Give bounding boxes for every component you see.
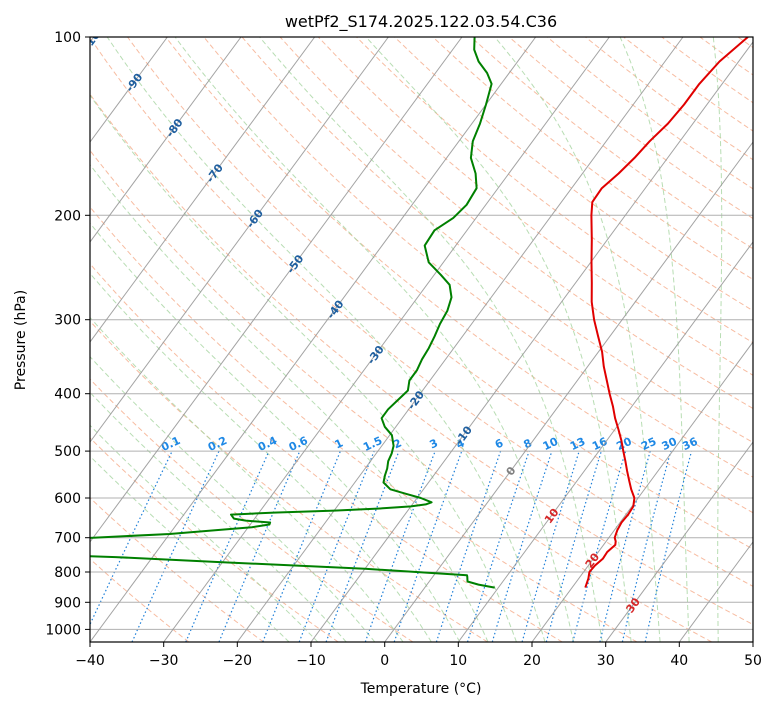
isotherm-line	[384, 141, 753, 642]
moist-adiabat-line	[365, 37, 632, 642]
dry-adiabat-line	[394, 37, 753, 312]
mixing-ratio-line	[185, 450, 270, 642]
y-tick-label: 300	[54, 313, 81, 329]
moist-adiabat-line	[90, 356, 376, 642]
x-tick-label: 50	[744, 653, 762, 669]
mixing-ratio-line	[599, 450, 651, 642]
y-tick-label: 400	[54, 387, 81, 403]
isotherm-line	[457, 241, 753, 642]
isotherm-line	[90, 37, 168, 143]
x-tick-label: 30	[597, 653, 615, 669]
moist-adiabat-line	[90, 455, 290, 642]
y-tick-label: 100	[54, 30, 81, 46]
dewpoint-profile-line	[90, 37, 495, 589]
mixing-ratio-label: 36	[680, 435, 700, 453]
dry-adiabat-line	[90, 93, 753, 626]
moist-adiabats	[90, 37, 723, 642]
dry-adiabat-line	[165, 37, 753, 514]
x-tick-label: 10	[449, 653, 467, 669]
y-tick-label: 600	[54, 491, 81, 507]
mixing-ratio-line	[325, 450, 400, 642]
mixing-ratio-label: 10	[541, 435, 561, 453]
moist-adiabat-line	[90, 316, 404, 642]
x-axis-label: Temperature (°C)	[360, 681, 482, 697]
isotherm-line	[90, 37, 242, 243]
chart-title: wetPf2_S174.2025.122.03.54.C36	[285, 12, 557, 32]
dry-adiabat-line	[90, 558, 190, 642]
mixing-ratio-line	[298, 450, 375, 642]
mixing-ratio-line	[621, 450, 672, 642]
isotherm-line	[163, 37, 610, 642]
mixing-ratio-label: 13	[568, 435, 587, 453]
moist-adiabat-line	[712, 37, 723, 642]
moist-adiabat-line	[90, 424, 319, 642]
mixing-ratio-label: 16	[590, 435, 610, 453]
mixing-ratio-line	[364, 450, 436, 642]
mixing-ratio-label: 25	[639, 435, 658, 453]
profile-series	[90, 37, 749, 589]
mixing-ratio-line	[521, 450, 580, 642]
isotherm-label: 40	[664, 640, 684, 660]
mixing-ratio-line	[491, 450, 553, 642]
x-tick-label: 20	[523, 653, 541, 669]
moist-adiabat-line	[90, 272, 432, 642]
x-tick-label: −30	[149, 653, 179, 669]
x-tick-label: 40	[670, 653, 688, 669]
dry-adiabat-line	[279, 37, 753, 410]
moist-adiabat-line	[259, 37, 603, 642]
moist-adiabat-line	[494, 37, 661, 642]
moist-adiabat-line	[619, 37, 690, 642]
isotherm-line	[236, 37, 684, 642]
moist-adiabat-line	[90, 391, 347, 642]
y-tick-label: 1000	[45, 622, 81, 638]
x-tick-label: −10	[296, 653, 326, 669]
dry-adiabat-line	[90, 149, 712, 642]
moist-adiabat-line	[90, 222, 461, 642]
dry-adiabat-line	[90, 206, 638, 642]
x-tick-label: −40	[75, 653, 105, 669]
x-tick-label: −20	[223, 653, 253, 669]
x-tick-label: 0	[380, 653, 389, 669]
isotherm-line	[605, 441, 753, 642]
y-axis-label: Pressure (hPa)	[13, 290, 29, 390]
dry-adiabat-line	[90, 263, 563, 642]
y-tick-label: 200	[54, 208, 81, 224]
dry-adiabat-line	[90, 37, 753, 587]
moist-adiabat-line	[174, 37, 575, 642]
isotherm-line	[90, 37, 389, 443]
y-tick-label: 700	[54, 531, 81, 547]
mixing-ratio-line	[262, 450, 341, 642]
isotherm-line	[531, 341, 753, 642]
temperature-profile-line	[584, 37, 749, 588]
y-tick-label: 900	[54, 595, 81, 611]
axes-ticks: −40 −30 −20 −10 0 10 20 30 40 50 100 200 300 400 500 60…	[45, 30, 762, 669]
isotherm-line	[90, 37, 537, 642]
dry-adiabat-line	[317, 37, 753, 376]
dry-adiabat-line	[127, 37, 753, 550]
moist-adiabat-line	[106, 37, 546, 642]
mixing-ratio-line	[572, 450, 627, 642]
isotherm-line	[90, 37, 316, 343]
mixing-ratio-line	[435, 450, 502, 642]
plot-frame	[89, 36, 754, 643]
y-tick-label: 800	[54, 565, 81, 581]
mixing-ratio-line	[545, 450, 602, 642]
y-tick-label: 500	[54, 444, 81, 460]
pressure-gridlines	[90, 37, 753, 630]
dry-adiabats	[90, 37, 753, 642]
isotherm-line	[310, 41, 753, 642]
mixing-ratio-label: 20	[614, 435, 634, 453]
mixing-ratio-line	[466, 450, 530, 642]
